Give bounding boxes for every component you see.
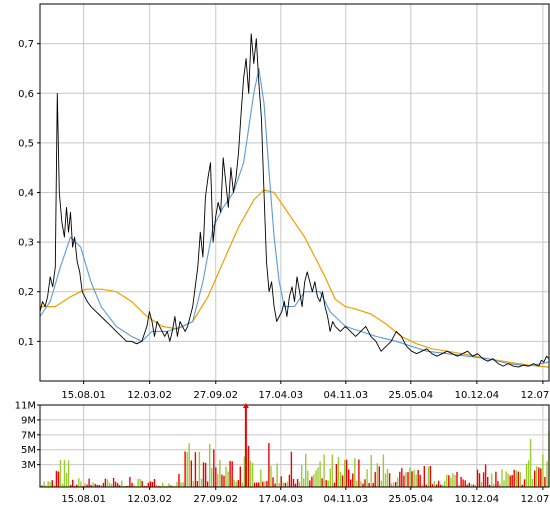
ma-short-line <box>39 67 550 367</box>
price-x-tick-label: 15.08.01 <box>61 390 106 401</box>
volume-x-tick-label: 25.05.04 <box>389 494 434 505</box>
volume-y-tick-label: 3M <box>21 460 36 471</box>
volume-x-tick-label: 27.09.02 <box>193 494 238 505</box>
price-y-tick-label: 0,3 <box>18 238 34 249</box>
price-x-tick-label: 17.04.03 <box>259 390 304 401</box>
volume-x-tick-label: 10.12.04 <box>455 494 500 505</box>
volume-x-tick-label: 17.04.03 <box>259 494 304 505</box>
price-x-tick-label: 25.05.04 <box>389 390 434 401</box>
volume-y-tick-label: 5M <box>21 445 36 456</box>
volume-x-tick-label: 15.08.01 <box>61 494 106 505</box>
price-y-tick-label: 0,7 <box>18 39 34 50</box>
price-panel: 0,1 0,2 0,3 0,4 0,5 0,6 0,7 15.08.01 12.03.02 27… <box>18 3 550 401</box>
volume-overflow-arrow <box>242 403 249 408</box>
price-series-layer <box>39 33 550 368</box>
volume-x-tick-label: 04.11.03 <box>324 494 369 505</box>
volume-y-tick-label: 9M <box>21 415 36 426</box>
price-y-tick-label: 0,6 <box>18 89 34 100</box>
price-grid <box>40 4 549 381</box>
volume-y-tick-labels: 11M 9M 7M 5M 3M <box>15 401 40 471</box>
price-x-tick-label: 10.12.04 <box>455 390 500 401</box>
volume-x-tick-labels: 15.08.01 12.03.02 27.09.02 17.04.03 04.11.03… <box>61 487 550 505</box>
price-x-tick-label: 12.03.02 <box>127 390 172 401</box>
volume-y-tick-label: 7M <box>21 430 36 441</box>
price-y-tick-label: 0,1 <box>18 337 34 348</box>
volume-max-marker <box>242 403 249 408</box>
volume-x-tick-label: 12.07.05 <box>521 494 550 505</box>
volume-x-tick-label: 12.03.02 <box>127 494 172 505</box>
price-x-tick-label: 12.07.05 <box>521 390 550 401</box>
price-y-tick-label: 0,4 <box>18 188 34 199</box>
price-x-tick-label: 27.09.02 <box>193 390 238 401</box>
price-x-tick-label: 04.11.03 <box>324 390 369 401</box>
volume-plot-frame <box>39 404 550 488</box>
ma-long-line <box>40 189 550 368</box>
price-y-tick-label: 0,2 <box>18 287 34 298</box>
volume-y-tick-label: 11M <box>15 401 36 412</box>
volume-panel: 11M 9M 7M 5M 3M 15.08.01 12.03.02 27.09.02 17.0… <box>15 401 550 506</box>
price-x-tick-labels: 15.08.01 12.03.02 27.09.02 17.04.03 04.11.03… <box>61 381 550 401</box>
price-line <box>39 33 550 368</box>
volume-axes <box>39 404 550 488</box>
price-y-tick-label: 0,5 <box>18 138 34 149</box>
price-y-tick-labels: 0,1 0,2 0,3 0,4 0,5 0,6 0,7 <box>18 39 40 348</box>
